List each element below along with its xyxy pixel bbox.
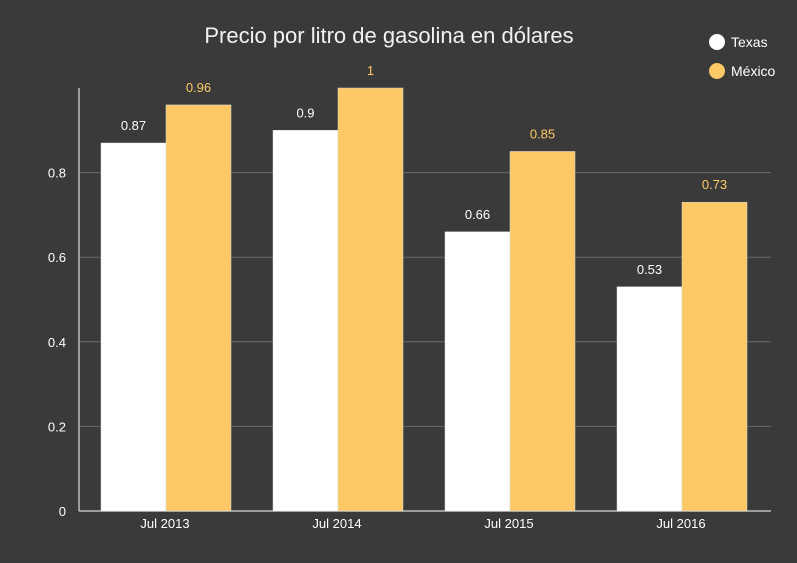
bar-texas[interactable] — [272, 130, 339, 512]
y-tick-label: 0.4 — [48, 335, 66, 350]
x-tick-label: Jul 2014 — [312, 516, 361, 531]
legend-marker — [709, 63, 725, 79]
bar-value-label: 0.53 — [637, 262, 662, 277]
bar-value-label: 0.96 — [186, 80, 211, 95]
bar-mexico[interactable] — [681, 201, 748, 512]
x-tick-label: Jul 2013 — [140, 516, 189, 531]
bar-value-label: 1 — [367, 63, 374, 78]
bar-mexico[interactable] — [337, 87, 404, 512]
bar-texas[interactable] — [444, 231, 511, 512]
bar-mexico[interactable] — [509, 151, 576, 512]
bar-texas[interactable] — [100, 142, 167, 512]
legend[interactable]: Texas México — [709, 34, 776, 79]
bar-value-label: 0.73 — [702, 177, 727, 192]
axes: 0 0.2 0.4 0.6 0.8 Jul 2013 Jul 2014 Jul 2015 Jul… — [48, 88, 771, 531]
bar-texas[interactable] — [616, 286, 683, 512]
y-tick-label: 0.2 — [48, 419, 66, 434]
legend-item-mexico[interactable]: México — [709, 63, 776, 79]
y-tick-label: 0.8 — [48, 166, 66, 181]
bar-mexico[interactable] — [165, 104, 232, 512]
bars — [100, 87, 748, 512]
x-tick-label: Jul 2016 — [656, 516, 705, 531]
bar-value-label: 0.9 — [296, 105, 314, 120]
chart-title: Precio por litro de gasolina en dólares — [204, 23, 573, 48]
bar-value-label: 0.87 — [121, 118, 146, 133]
y-tick-label: 0 — [59, 504, 66, 519]
bar-value-label: 0.66 — [465, 207, 490, 222]
y-tick-label: 0.6 — [48, 250, 66, 265]
legend-label: Texas — [731, 34, 768, 50]
legend-label: México — [731, 63, 776, 79]
data-labels: 0.87 0.96 0.9 1 0.66 0.85 0.53 0.73 — [121, 63, 727, 277]
x-tick-label: Jul 2015 — [484, 516, 533, 531]
legend-item-texas[interactable]: Texas — [709, 34, 768, 50]
legend-marker — [709, 34, 725, 50]
bar-value-label: 0.85 — [530, 126, 555, 141]
